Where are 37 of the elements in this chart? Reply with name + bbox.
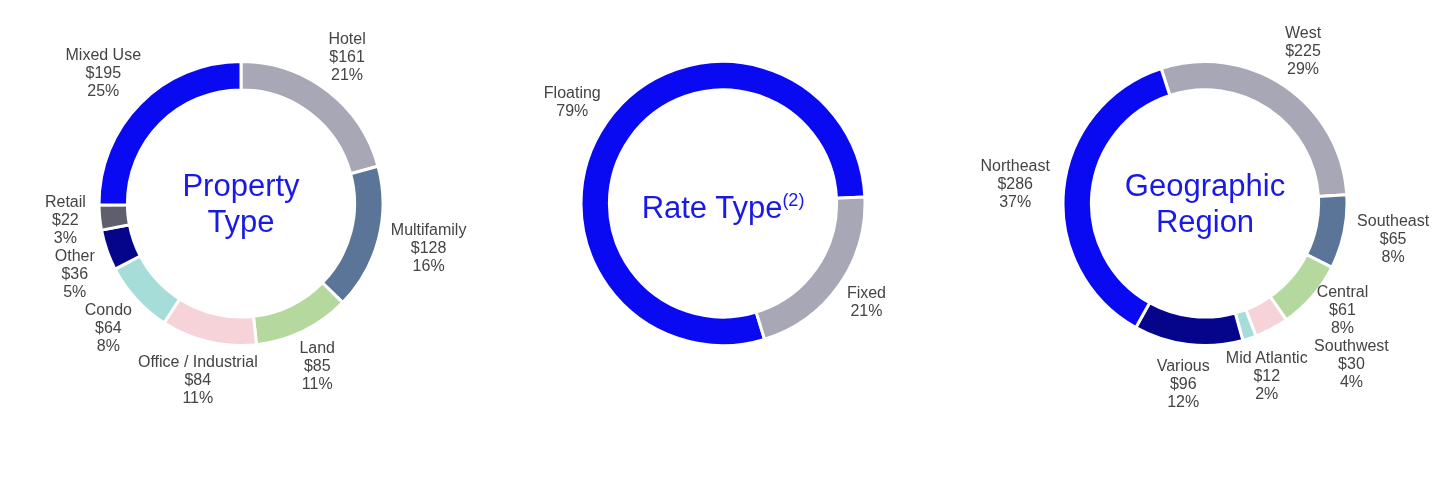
- slice-label: Fixed: [846, 284, 887, 302]
- data-label: $85 11%: [301, 357, 333, 393]
- data-label: $96 12%: [1167, 374, 1200, 410]
- slice-label: West: [1284, 23, 1322, 41]
- slice-label: Mid Atlantic: [1225, 348, 1308, 366]
- slice-label: Floating: [543, 83, 601, 101]
- data-label: $30 4%: [1338, 354, 1365, 390]
- text: Property Type: [181, 167, 301, 240]
- slice-label: Land: [299, 339, 336, 357]
- text: Rate Type$^{(2)}$: [640, 188, 806, 226]
- data-label: $65 8%: [1379, 229, 1407, 265]
- slice-label: Multifamily: [390, 220, 467, 238]
- slice-label: Central: [1316, 282, 1369, 300]
- slice-label: Northeast: [980, 157, 1051, 175]
- data-label: $161 21%: [329, 47, 365, 83]
- slice-label: Southwest: [1314, 336, 1390, 354]
- data-label: $195 25%: [85, 64, 122, 100]
- data-label: 21%: [850, 302, 883, 320]
- text: Geographic Region: [1123, 167, 1287, 240]
- data-label: $225 29%: [1285, 41, 1321, 77]
- slice-label: Southeast: [1357, 211, 1430, 229]
- slice-label: Hotel: [328, 29, 366, 47]
- data-label: $61 8%: [1329, 300, 1356, 336]
- data-label: $84 11%: [182, 371, 214, 407]
- slice-label: Various: [1156, 356, 1210, 374]
- slice-label: Retail: [44, 193, 86, 211]
- data-label: $22 3%: [52, 211, 79, 247]
- slice-label: Office / Industrial: [137, 353, 258, 371]
- data-label: $36 5%: [61, 265, 89, 301]
- data-label: 79%: [556, 101, 589, 119]
- data-label: $64 8%: [95, 319, 122, 355]
- data-label: $286 37%: [997, 175, 1034, 211]
- data-label: $128 16%: [410, 238, 447, 274]
- slice-label: Condo: [84, 301, 133, 319]
- slice-label: Mixed Use: [65, 46, 142, 64]
- slice-label: Other: [54, 247, 96, 265]
- data-label: $12 2%: [1253, 366, 1281, 402]
